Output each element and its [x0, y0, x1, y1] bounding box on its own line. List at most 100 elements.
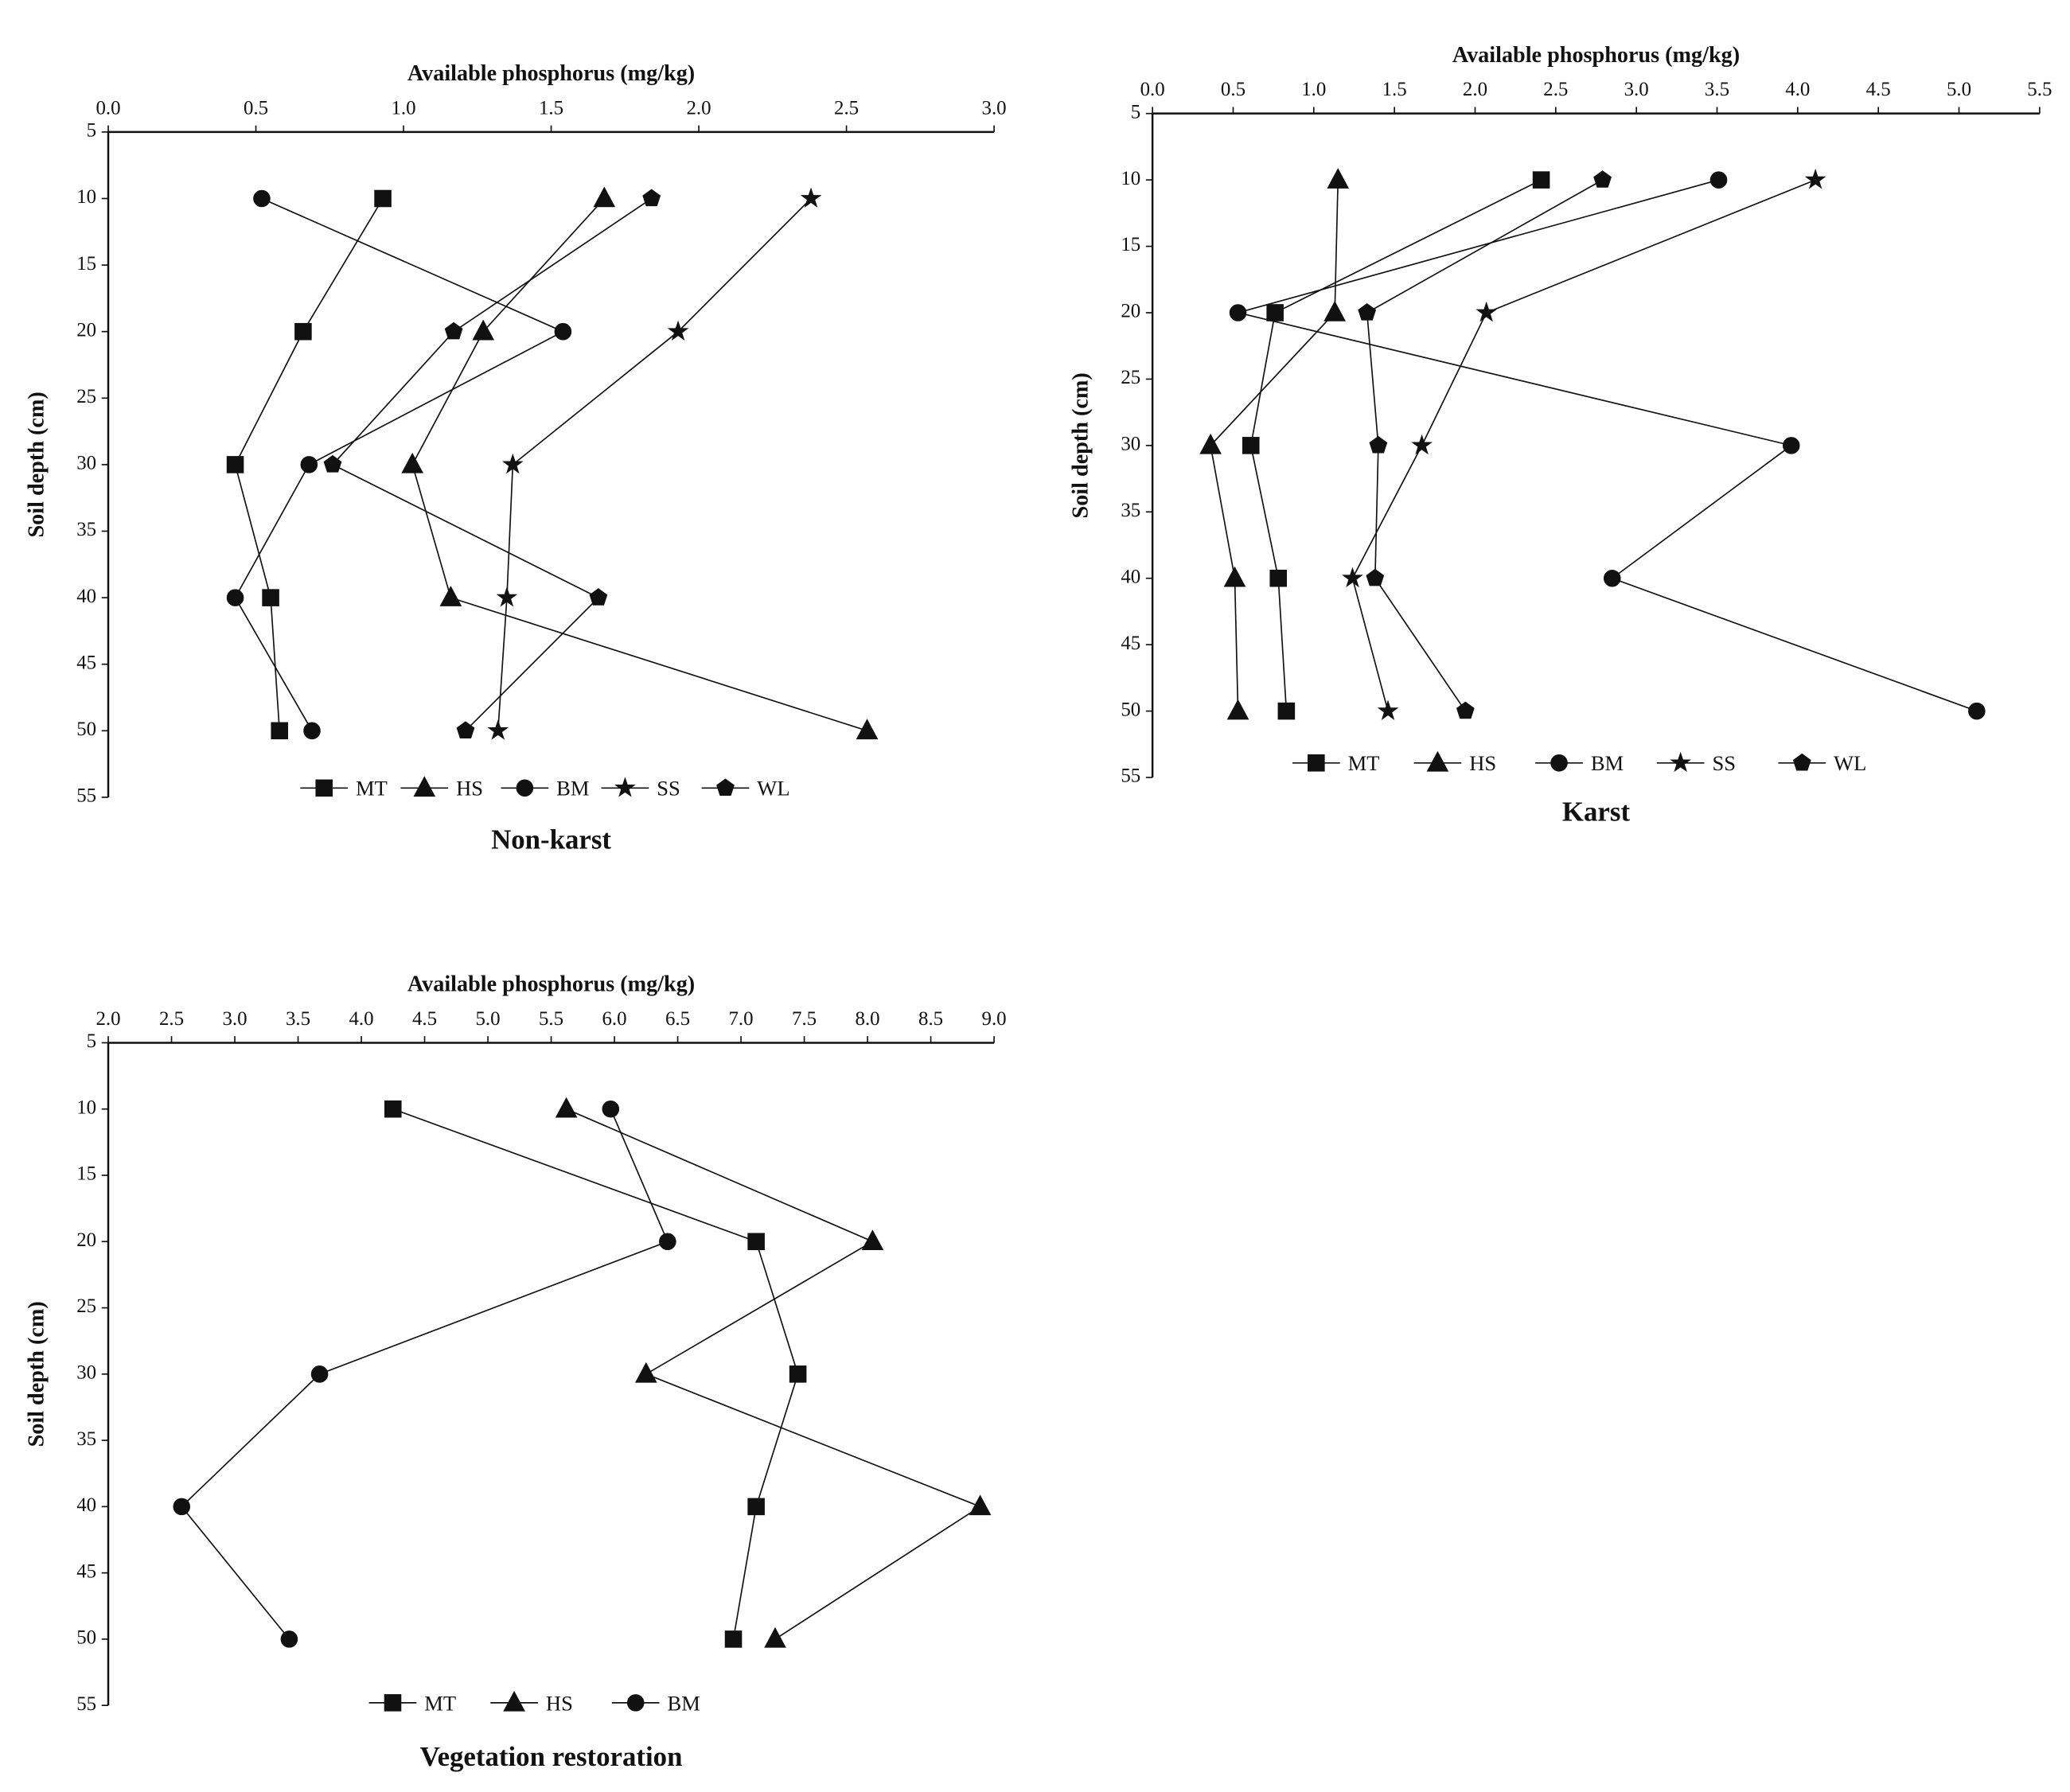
marker-star — [800, 187, 822, 208]
y-tick-label: 15 — [76, 1163, 96, 1185]
marker-pentagon — [323, 454, 342, 473]
y-tick-label: 45 — [76, 652, 96, 673]
marker-pentagon — [456, 721, 475, 739]
x-tick-label: 2.5 — [159, 1008, 184, 1030]
marker-star — [1804, 169, 1826, 189]
x-tick-label: 2.0 — [96, 1008, 120, 1030]
y-tick-label: 40 — [76, 1494, 96, 1516]
y-tick-label: 35 — [1121, 500, 1140, 521]
marker-triangle — [861, 1229, 884, 1251]
x-tick-label: 4.5 — [1866, 79, 1891, 100]
marker-pentagon — [642, 189, 661, 207]
x-tick-label: 0.0 — [96, 97, 120, 119]
x-tick-label: 3.5 — [286, 1008, 310, 1030]
marker-triangle — [969, 1494, 992, 1516]
y-tick-label: 30 — [76, 453, 96, 474]
y-tick-label: 5 — [87, 120, 96, 142]
x-tick-label: 2.5 — [834, 97, 859, 119]
marker-circle — [1709, 171, 1728, 189]
marker-square — [271, 722, 288, 740]
marker-star — [667, 320, 689, 341]
y-axis-label: Soil depth (cm) — [25, 392, 49, 537]
y-tick-label: 55 — [1121, 765, 1140, 787]
marker-pentagon — [1792, 753, 1811, 771]
x-tick-label: 2.5 — [1543, 79, 1568, 100]
marker-square — [1277, 702, 1296, 720]
legend-label: SS — [657, 777, 680, 801]
marker-star — [1411, 434, 1433, 455]
series-line — [392, 1108, 799, 1640]
chart-title: Vegetation restoration — [420, 1741, 683, 1772]
marker-triangle — [503, 1690, 525, 1712]
y-tick-label: 40 — [76, 586, 96, 607]
marker-circle — [626, 1694, 645, 1712]
marker-square — [226, 456, 244, 473]
marker-triangle — [634, 1362, 657, 1383]
marker-square — [747, 1233, 765, 1251]
marker-triangle — [439, 586, 462, 606]
y-tick-label: 10 — [76, 186, 96, 208]
marker-pentagon — [589, 588, 608, 606]
marker-circle — [253, 189, 271, 208]
series-line — [331, 197, 653, 731]
legend-label: HS — [1469, 751, 1496, 775]
marker-square — [374, 189, 392, 208]
marker-star — [1670, 751, 1692, 773]
x-tick-label: 5.0 — [1947, 79, 1971, 100]
x-tick-label: 1.5 — [539, 97, 563, 119]
marker-pentagon — [1456, 701, 1475, 719]
x-tick-label: 0.0 — [1140, 79, 1165, 100]
y-tick-label: 10 — [76, 1097, 96, 1118]
x-tick-label: 1.5 — [1382, 79, 1407, 100]
y-tick-label: 55 — [76, 785, 96, 807]
x-tick-label: 3.0 — [982, 97, 1007, 119]
y-tick-label: 15 — [1121, 234, 1140, 255]
x-tick-label: 7.0 — [729, 1008, 754, 1030]
marker-star — [1377, 699, 1399, 720]
marker-circle — [1603, 569, 1621, 587]
y-tick-label: 55 — [76, 1693, 96, 1715]
marker-star — [1476, 301, 1498, 322]
y-tick-label: 20 — [1121, 301, 1140, 322]
y-tick-label: 35 — [76, 519, 96, 540]
y-tick-label: 30 — [1121, 434, 1140, 455]
marker-pentagon — [1366, 568, 1385, 586]
x-tick-label: 3.5 — [1705, 79, 1729, 100]
marker-triangle — [472, 319, 495, 341]
marker-triangle — [1426, 750, 1449, 772]
marker-circle — [554, 322, 572, 341]
y-tick-label: 35 — [76, 1428, 96, 1450]
marker-triangle — [764, 1626, 786, 1648]
marker-triangle — [1226, 699, 1249, 720]
marker-circle — [226, 589, 244, 606]
marker-triangle — [1323, 300, 1346, 321]
x-axis-label: Available phosphorus (mg/kg) — [1452, 43, 1740, 68]
x-tick-label: 5.0 — [475, 1008, 500, 1030]
x-tick-label: 2.0 — [1463, 79, 1487, 100]
marker-star — [614, 777, 636, 797]
y-tick-label: 45 — [1121, 633, 1140, 654]
marker-square — [1308, 754, 1325, 772]
legend-label: BM — [668, 1691, 700, 1715]
marker-square — [724, 1630, 743, 1648]
legend-label: SS — [1712, 751, 1736, 775]
x-tick-label: 8.5 — [918, 1008, 943, 1030]
marker-triangle — [856, 719, 879, 740]
marker-circle — [1229, 304, 1247, 321]
y-tick-label: 30 — [76, 1362, 96, 1384]
y-tick-label: 45 — [76, 1560, 96, 1582]
series-line — [1210, 180, 1339, 711]
x-tick-label: 9.0 — [982, 1008, 1007, 1030]
series-line — [1238, 179, 1978, 712]
y-axis-label: Soil depth (cm) — [1069, 372, 1093, 518]
legend-label: WL — [757, 777, 789, 801]
marker-square — [789, 1365, 807, 1383]
marker-square — [384, 1694, 402, 1712]
y-tick-label: 10 — [1121, 168, 1140, 189]
marker-triangle — [413, 776, 436, 797]
marker-circle — [516, 779, 534, 797]
marker-triangle — [555, 1097, 578, 1118]
y-tick-label: 25 — [1121, 367, 1140, 388]
